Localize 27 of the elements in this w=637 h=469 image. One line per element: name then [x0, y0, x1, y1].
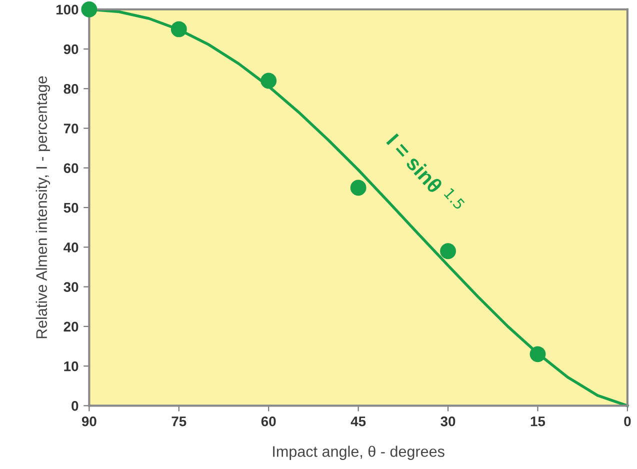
annotation: I = sinθ $^{1.5}$: [386, 130, 466, 216]
point: [440, 243, 456, 260]
y-tick-label: 70: [64, 124, 78, 134]
y-tick-label: 0: [72, 401, 78, 411]
y-axis-title: Relative Almen intensity, I - percentage: [36, 76, 50, 338]
y-tick-label: 50: [64, 202, 78, 213]
y-tick-label: 80: [64, 84, 78, 94]
x-tick-label: 45: [350, 416, 366, 426]
y-tick-label: 100: [56, 4, 78, 15]
x-tick-label: 15: [530, 416, 546, 426]
point: [530, 346, 546, 362]
x-tick-label: 0: [624, 416, 631, 426]
x-tick-label: 90: [82, 416, 96, 426]
y-tick-label: 20: [64, 322, 78, 332]
y-tick-label: 10: [64, 361, 78, 372]
y-tick-label: 30: [64, 282, 78, 292]
point: [81, 1, 98, 18]
y-tick-label: 90: [64, 44, 78, 54]
y-tick-label: 60: [64, 163, 78, 174]
x-tick-label: 30: [440, 416, 456, 426]
point: [260, 72, 277, 89]
x-tick-label: 60: [261, 416, 276, 426]
y-tick-label: 40: [64, 242, 78, 252]
x-axis-title: Impact angle, θ - degrees: [273, 446, 444, 460]
point: [170, 21, 187, 38]
point: [350, 180, 366, 196]
x-tick-label: 75: [172, 416, 186, 426]
